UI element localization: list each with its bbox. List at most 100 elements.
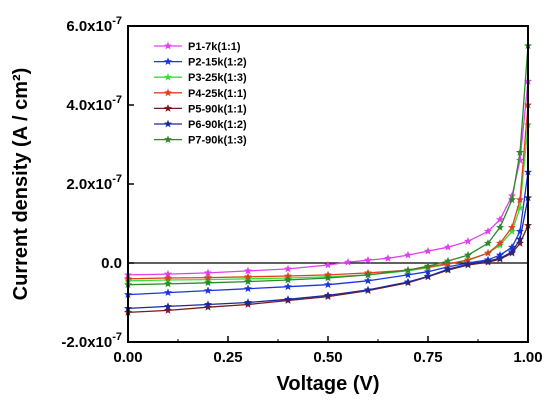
data-point (204, 278, 212, 287)
legend-item: P2-15k(1:2) (154, 57, 247, 69)
data-point (508, 227, 516, 235)
data-point (484, 227, 492, 235)
x-tick-label: 0.75 (413, 349, 442, 366)
data-point (244, 266, 252, 275)
series-1 (124, 77, 532, 279)
data-point (244, 298, 252, 306)
legend-item: P1-7k(1:1) (154, 41, 241, 53)
data-point (164, 302, 172, 310)
data-point (444, 243, 452, 251)
data-point (404, 277, 412, 286)
legend-item: P5-90k(1:1) (154, 103, 247, 115)
data-point (364, 276, 372, 285)
data-point (484, 248, 492, 257)
legend-marker (164, 119, 172, 128)
data-point (324, 273, 332, 282)
data-point (508, 247, 516, 256)
series-4 (124, 100, 532, 283)
data-point (424, 272, 432, 280)
data-point (516, 195, 524, 204)
data-point (364, 285, 372, 294)
y-tick-label: 0.0 (101, 255, 122, 272)
data-point (496, 223, 504, 231)
series-line (127, 197, 529, 310)
data-point (404, 270, 412, 279)
y-tick-label: 4.0x10-7 (66, 94, 122, 114)
data-point (464, 260, 472, 268)
legend-label: P4-25k(1:1) (188, 88, 247, 100)
data-point (424, 246, 432, 255)
x-tick-label: 0.00 (113, 349, 142, 366)
data-point (496, 239, 504, 247)
data-point (516, 148, 524, 156)
legend-marker (164, 57, 172, 65)
legend-label: P6-90k(1:2) (188, 119, 247, 131)
data-point (204, 286, 212, 294)
data-point (344, 258, 352, 266)
legend-item: P7-90k(1:3) (154, 135, 247, 147)
data-point (284, 264, 292, 273)
data-point (284, 275, 292, 284)
x-tick-label: 1.00 (513, 349, 542, 366)
data-point (424, 262, 432, 270)
x-tick-label: 0.25 (213, 349, 242, 366)
data-point (284, 282, 292, 291)
data-point (204, 303, 212, 311)
data-point (484, 256, 492, 265)
legend-marker (164, 41, 172, 50)
data-point (464, 237, 472, 245)
data-point (508, 195, 516, 204)
legend-marker (164, 104, 172, 112)
data-point (444, 256, 452, 265)
series-line (127, 45, 529, 286)
data-point (516, 239, 524, 247)
legend-item: P3-25k(1:3) (154, 72, 247, 84)
series-layer (124, 41, 532, 316)
x-axis-label: Voltage (V) (277, 373, 380, 395)
data-point (324, 291, 332, 299)
data-point (324, 280, 332, 289)
legend-label: P2-15k(1:2) (188, 57, 247, 69)
data-point (244, 272, 252, 281)
legend-marker (164, 135, 172, 143)
data-point (424, 267, 432, 276)
ticks-layer: 0.00 0.25 0.50 0.75 1.00 -2.0x10-7 0.0 2.0x10-7… (61, 15, 542, 366)
data-point (164, 273, 172, 282)
data-point (404, 265, 412, 274)
data-point (364, 256, 372, 264)
data-point (384, 254, 392, 262)
legend-label: P3-25k(1:3) (188, 72, 247, 84)
data-point (364, 270, 372, 279)
data-point (164, 279, 172, 288)
legend-marker (164, 73, 172, 81)
x-tick-label: 0.50 (313, 349, 342, 366)
legend-label: P5-90k(1:1) (188, 103, 247, 115)
y-axis-label: Current density (A / cm²) (10, 68, 32, 301)
data-point (444, 259, 452, 268)
legend-marker (164, 88, 172, 97)
data-point (496, 215, 504, 223)
data-point (244, 277, 252, 285)
data-point (284, 295, 292, 303)
legend-item: P6-90k(1:2) (154, 119, 247, 131)
y-tick-label: -2.0x10-7 (61, 331, 122, 351)
data-point (284, 271, 292, 280)
legend-label: P1-7k(1:1) (188, 41, 241, 53)
series-line (127, 172, 529, 296)
data-point (244, 284, 252, 293)
legend-item: P4-25k(1:1) (154, 88, 247, 100)
series-5 (124, 221, 532, 316)
legend: P1-7k(1:1) P2-15k(1:2) P3-25k(1:3) P4-25k(1… (154, 41, 247, 147)
data-point (464, 256, 472, 264)
data-point (496, 254, 504, 262)
data-point (516, 203, 524, 212)
y-tick-label: 2.0x10-7 (66, 173, 122, 193)
data-point (508, 191, 516, 200)
data-point (516, 227, 524, 235)
data-point (164, 306, 172, 314)
data-point (508, 223, 516, 231)
series-7 (124, 41, 532, 289)
y-tick-label: 6.0x10-7 (66, 15, 122, 35)
data-point (516, 235, 524, 243)
